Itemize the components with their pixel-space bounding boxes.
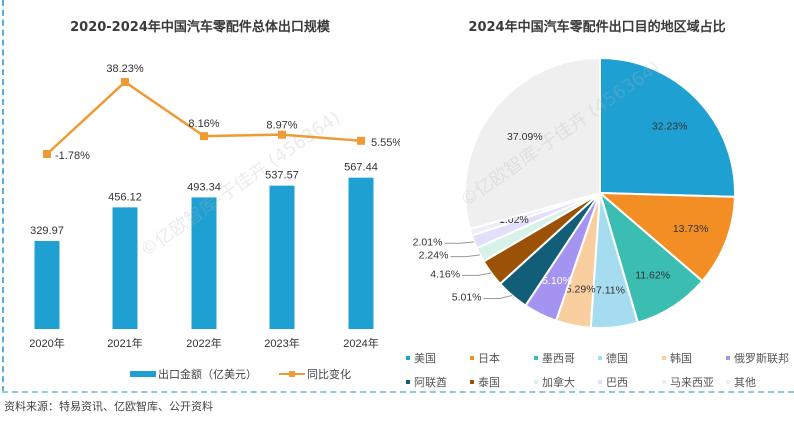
legend-item[interactable]: 其他 xyxy=(726,374,794,390)
yoy-marker xyxy=(121,77,129,86)
legend-item-yoy[interactable]: 同比变化 xyxy=(279,366,351,382)
bar xyxy=(269,185,295,329)
legend-swatch-icon xyxy=(598,356,602,360)
x-tick-label: 2021年 xyxy=(107,336,142,350)
legend-swatch-icon xyxy=(598,380,602,384)
legend-label: 出口金额（亿美元） xyxy=(158,368,257,381)
pie-value-label: 4.16% xyxy=(430,268,460,280)
leader-line xyxy=(462,272,492,276)
bar xyxy=(191,197,217,329)
yoy-marker xyxy=(43,150,51,159)
bar-line-chart: 329.97 2020年 456.12 2021年 493.34 2022年 537.57 2… xyxy=(29,63,400,350)
pie-value-label: 2.24% xyxy=(419,250,449,262)
dashed-border-left xyxy=(2,0,4,392)
yoy-marker xyxy=(357,136,365,145)
legend-swatch-icon xyxy=(534,356,538,360)
legend-swatch-icon xyxy=(534,380,538,384)
yoy-marker xyxy=(200,132,208,141)
legend-label: 同比变化 xyxy=(307,368,351,381)
pie-chart-title: 2024年中国汽车零配件出口目的地区域占比 xyxy=(468,20,726,35)
x-tick-label: 2022年 xyxy=(186,336,221,350)
legend-label: 墨西哥 xyxy=(542,352,575,365)
bar-value-label: 456.12 xyxy=(108,191,142,203)
pie-value-label: 7.11% xyxy=(596,285,625,297)
pie-chart-legend: 美国 日本 墨西哥 德国 韩国 俄罗斯联邦阿联酋 泰国 加拿大 巴西 马来西亚 其他 xyxy=(406,350,794,390)
yoy-value-label: 5.55% xyxy=(371,137,400,149)
yoy-value-label: 8.97% xyxy=(266,120,297,132)
line-swatch-icon xyxy=(279,371,305,377)
legend-item[interactable]: 泰国 xyxy=(470,374,534,390)
yoy-value-label: -1.78% xyxy=(55,150,90,162)
x-tick-label: 2020年 xyxy=(29,336,64,350)
legend-swatch-icon xyxy=(470,380,474,384)
legend-swatch-icon xyxy=(662,356,666,360)
bar-value-label: 537.57 xyxy=(265,170,299,182)
pie-slice xyxy=(599,56,736,198)
legend-label: 加拿大 xyxy=(542,376,575,389)
x-tick-label: 2023年 xyxy=(264,336,299,350)
legend-swatch-icon xyxy=(726,380,730,384)
legend-item[interactable]: 韩国 xyxy=(662,350,726,366)
pie-value-label: 5.01% xyxy=(452,292,482,304)
legend-item[interactable]: 墨西哥 xyxy=(534,350,598,366)
legend-item[interactable]: 日本 xyxy=(470,350,534,366)
x-tick-label: 2024年 xyxy=(343,336,378,350)
legend-item[interactable]: 巴西 xyxy=(598,374,662,390)
pie-value-label: 5.10% xyxy=(542,275,572,287)
bar xyxy=(112,207,138,329)
leader-line xyxy=(450,254,481,258)
legend-item-export-value[interactable]: 出口金额（亿美元） xyxy=(130,366,257,382)
legend-label: 日本 xyxy=(478,352,500,365)
bar-value-label: 329.97 xyxy=(30,225,64,237)
pie-value-label: 5.29% xyxy=(566,283,596,295)
pie-value-label: 32.23% xyxy=(652,120,688,132)
pie-chart: 32.23% 13.73% 11.62% 7.11%5.29%5.10% 5.01% 4.… xyxy=(413,56,736,329)
legend-label: 马来西亚 xyxy=(670,376,714,389)
dashed-border-bottom xyxy=(2,391,794,393)
legend-item[interactable]: 马来西亚 xyxy=(662,374,726,390)
pie-value-label: 2.01% xyxy=(413,236,443,248)
leader-line xyxy=(483,295,513,300)
legend-label: 韩国 xyxy=(670,352,692,365)
legend-item[interactable]: 俄罗斯联邦 xyxy=(726,350,794,366)
legend-item[interactable]: 阿联酋 xyxy=(406,374,470,390)
bar xyxy=(34,240,60,329)
bar-swatch-icon xyxy=(130,371,156,377)
yoy-marker xyxy=(278,130,286,139)
legend-label: 巴西 xyxy=(606,376,628,389)
yoy-value-label: 38.23% xyxy=(106,63,144,75)
legend-swatch-icon xyxy=(726,356,730,360)
legend-swatch-icon xyxy=(406,380,410,384)
bar-chart-title: 2020-2024年中国汽车零配件总体出口规模 xyxy=(70,20,330,35)
legend-label: 其他 xyxy=(734,376,756,389)
pie-slice xyxy=(598,190,704,324)
legend-label: 美国 xyxy=(414,352,436,365)
legend-item[interactable]: 美国 xyxy=(406,350,470,366)
pie-slice xyxy=(464,56,601,231)
legend-label: 阿联酋 xyxy=(414,376,447,389)
legend-item[interactable]: 加拿大 xyxy=(534,374,598,390)
pie-value-label: 11.62% xyxy=(635,270,670,282)
pie-value-label: 13.73% xyxy=(673,223,709,235)
legend-label: 泰国 xyxy=(478,376,500,389)
yoy-value-label: 8.16% xyxy=(188,118,219,130)
bar-value-label: 567.44 xyxy=(344,162,378,174)
source-note: 资料来源：特易资讯、亿欧智库、公开资料 xyxy=(4,400,213,413)
pie-slice xyxy=(597,191,736,283)
pie-value-label: 37.09% xyxy=(507,131,543,143)
legend-swatch-icon xyxy=(470,356,474,360)
legend-swatch-icon xyxy=(662,380,666,384)
leader-line xyxy=(444,241,475,244)
bar xyxy=(348,177,374,329)
bar-chart-legend: 出口金额（亿美元） 同比变化 xyxy=(130,366,351,382)
legend-label: 俄罗斯联邦 xyxy=(734,352,789,365)
bar-value-label: 493.34 xyxy=(187,181,221,193)
legend-label: 德国 xyxy=(606,352,628,365)
legend-item[interactable]: 德国 xyxy=(598,350,662,366)
legend-swatch-icon xyxy=(406,356,410,360)
